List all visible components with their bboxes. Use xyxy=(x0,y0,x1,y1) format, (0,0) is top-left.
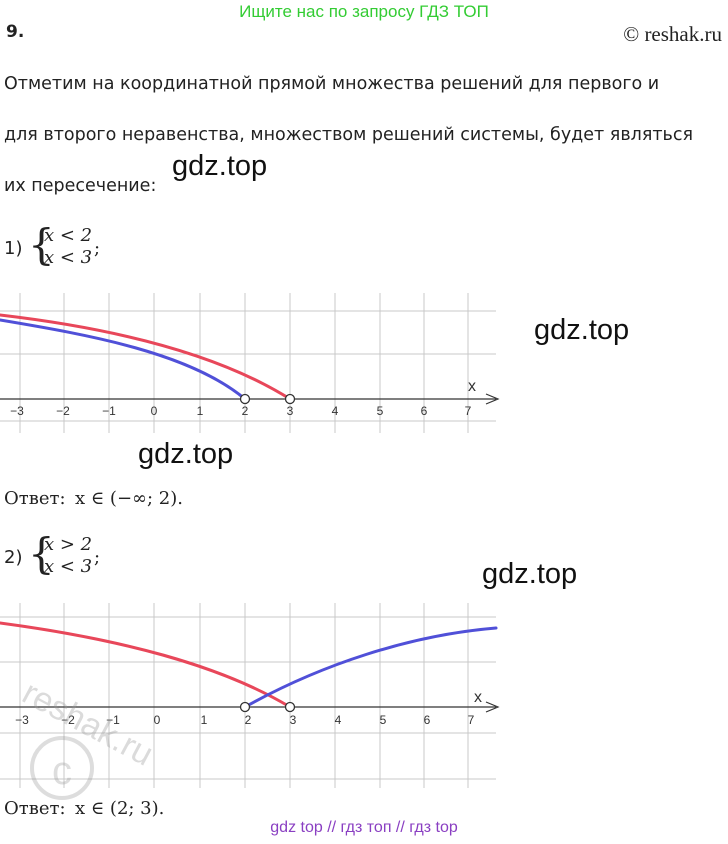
tick-label: 2 xyxy=(242,404,249,418)
tick-label: 6 xyxy=(424,713,431,727)
copyright: © reshak.ru xyxy=(623,22,722,46)
task-number: 9. xyxy=(6,22,25,42)
reshak-watermark: c reshak.ru xyxy=(16,674,159,800)
number-line-graph-1: x −3 −2 −1 0 1 2 3 4 5 6 7 xyxy=(0,293,500,433)
watermark-gdz-3: gdz.top xyxy=(138,438,234,470)
tick-label: 5 xyxy=(377,404,384,418)
top-banner[interactable]: Ищите нас по запросу ГДЗ ТОП xyxy=(239,2,489,21)
grid-2 xyxy=(0,603,496,788)
open-point-1-at-2 xyxy=(239,393,251,405)
tick-label: 4 xyxy=(332,404,339,418)
svg-text:c: c xyxy=(52,749,72,793)
tick-label: −1 xyxy=(102,404,116,418)
system-1-suffix: ; xyxy=(94,238,101,259)
tick-label: 1 xyxy=(201,713,208,727)
tick-label: 3 xyxy=(290,713,297,727)
tick-label: 7 xyxy=(465,404,472,418)
tick-label: −3 xyxy=(15,713,29,727)
open-point-2-at-2 xyxy=(239,701,251,713)
bottom-banner[interactable]: gdz top // гдз топ // гдз top xyxy=(270,819,458,836)
tick-label: −1 xyxy=(106,713,120,727)
answer-1-label: Ответ: xyxy=(4,488,66,509)
intro-line-3: их пересечение: xyxy=(4,176,157,196)
system-1-line-2: x < 3 xyxy=(44,247,93,268)
system-2-line-2: x < 3 xyxy=(44,556,93,577)
axis-arrow-2 xyxy=(485,701,500,713)
open-point-1-at-3 xyxy=(284,393,296,405)
tick-label: 5 xyxy=(380,713,387,727)
system-1-brace: { xyxy=(28,220,55,269)
tick-label: 0 xyxy=(154,713,161,727)
tick-label: −3 xyxy=(10,404,24,418)
open-point-2-at-3 xyxy=(284,701,296,713)
red-curve-2 xyxy=(0,621,292,709)
axis-label-1: x xyxy=(468,378,476,395)
system-2-line-1: x > 2 xyxy=(44,534,93,555)
tick-label: −2 xyxy=(61,713,75,727)
blue-curve-1 xyxy=(0,318,247,401)
tick-label: 6 xyxy=(421,404,428,418)
blue-curve-2 xyxy=(243,626,498,709)
system-1-line-1: x < 2 xyxy=(44,225,93,246)
red-curve-1 xyxy=(0,313,292,401)
watermark-gdz-4: gdz.top xyxy=(482,558,578,590)
tick-label: 0 xyxy=(151,404,158,418)
system-1-number: 1) xyxy=(4,238,23,259)
tick-label: 1 xyxy=(197,404,204,418)
tick-label: −2 xyxy=(56,404,70,418)
watermark-gdz-2: gdz.top xyxy=(534,314,630,346)
tick-label: 3 xyxy=(287,404,294,418)
answer-2-value: x ∈ (2; 3). xyxy=(75,798,165,819)
system-2-number: 2) xyxy=(4,547,23,568)
system-2-brace: { xyxy=(28,529,55,578)
axis-label-2: x xyxy=(474,689,482,706)
tick-label: 2 xyxy=(245,713,252,727)
tick-label: 4 xyxy=(335,713,342,727)
intro-line-1: Отметим на координатной прямой множества… xyxy=(4,74,660,94)
reshak-watermark-text: reshak.ru xyxy=(16,674,159,774)
intro-line-2: для второго неравенства, множеством реше… xyxy=(4,125,694,145)
system-2-suffix: ; xyxy=(94,547,101,568)
grid-1 xyxy=(0,293,496,433)
answer-2-label: Ответ: xyxy=(4,798,66,819)
watermark-gdz-1: gdz.top xyxy=(172,150,268,182)
tick-label: 7 xyxy=(468,713,475,727)
number-line-graph-2: x −3 −2 −1 0 1 2 3 4 5 6 7 xyxy=(0,603,500,788)
axis-arrow-1 xyxy=(485,393,500,405)
answer-1-value: x ∈ (−∞; 2). xyxy=(75,488,183,509)
